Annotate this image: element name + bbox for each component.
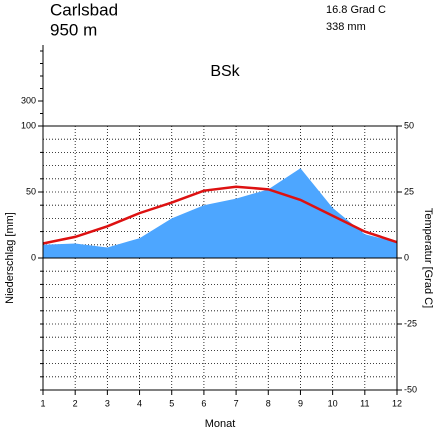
y-tick-label: 50 [26, 186, 36, 196]
y-upper-tick-label: 300 [21, 95, 36, 105]
temperature-line [42, 185, 398, 245]
y2-tick-label: -50 [404, 384, 417, 394]
x-tick-label: 8 [266, 398, 271, 408]
x-tick-label: 6 [201, 398, 206, 408]
x-tick-label: 2 [73, 398, 78, 408]
elevation: 950 m [50, 20, 97, 39]
x-tick-label: 4 [137, 398, 142, 408]
y2-tick-label: -25 [404, 318, 417, 328]
x-axis-label: Monat [205, 418, 236, 430]
y-tick-label: 100 [21, 120, 36, 130]
x-tick-label: 11 [360, 398, 369, 408]
y-tick-label: 0 [31, 252, 36, 262]
y-axis-label: Niederschlag [mm] [4, 212, 16, 304]
x-tick-label: 12 [392, 398, 402, 408]
y2-tick-label: 25 [404, 186, 414, 196]
x-tick-label: 3 [105, 398, 110, 408]
x-tick-label: 1 [40, 398, 45, 408]
x-tick-label: 5 [169, 398, 174, 408]
y2-tick-label: 0 [404, 252, 409, 262]
climate-class: BSk [210, 63, 240, 80]
x-tick-label: 9 [298, 398, 303, 408]
x-tick-label: 10 [328, 398, 338, 408]
mean-temperature: 16.8 Grad C [326, 4, 386, 16]
y2-axis-label: Temperatur [Grad C] [422, 208, 434, 308]
y2-tick-label: 50 [404, 120, 414, 130]
x-tick-label: 7 [234, 398, 239, 408]
station-name: Carlsbad [50, 0, 118, 19]
annual-precipitation: 338 mm [326, 21, 366, 33]
precipitation-area [43, 168, 397, 258]
